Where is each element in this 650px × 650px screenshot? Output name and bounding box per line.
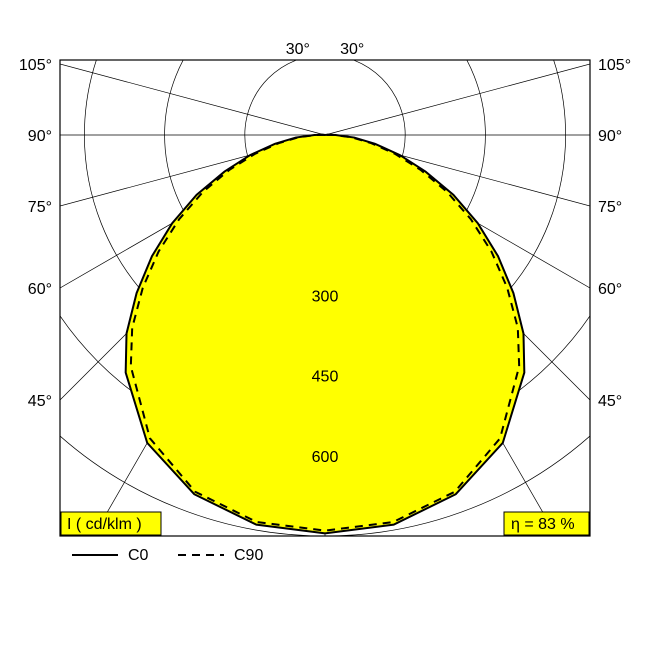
- unit-box: I ( cd/klm ): [61, 512, 161, 535]
- angle-label-right: 105°: [598, 57, 631, 74]
- angle-label-left: 75°: [28, 199, 52, 216]
- ring-label: 300: [312, 288, 339, 305]
- angle-label-left: 90°: [28, 128, 52, 145]
- angle-label-right: 90°: [598, 128, 622, 145]
- angle-label-right: 30°: [286, 41, 310, 58]
- unit-label: I ( cd/klm ): [67, 516, 142, 533]
- angle-label-right: 60°: [598, 281, 622, 298]
- angle-label-left: 30°: [340, 41, 364, 58]
- photometric-polar-chart: 30° 30° 45° 45° 60° 60° 75° 75° 90° 90° 105° 105° 30…: [0, 0, 650, 650]
- ring-label: 600: [312, 449, 339, 466]
- angle-label-left: 60°: [28, 281, 52, 298]
- distribution-fill: [126, 135, 525, 534]
- angle-label-left: 45°: [28, 393, 52, 410]
- legend-label: C90: [234, 547, 263, 564]
- legend: C0 C90: [72, 547, 263, 564]
- efficiency-label: η = 83 %: [511, 516, 575, 533]
- angle-label-right: 45°: [598, 393, 622, 410]
- angle-label-left: 105°: [19, 57, 52, 74]
- legend-label: C0: [128, 547, 149, 564]
- angle-label-right: 75°: [598, 199, 622, 216]
- efficiency-box: η = 83 %: [504, 512, 589, 535]
- ring-label: 450: [312, 369, 339, 386]
